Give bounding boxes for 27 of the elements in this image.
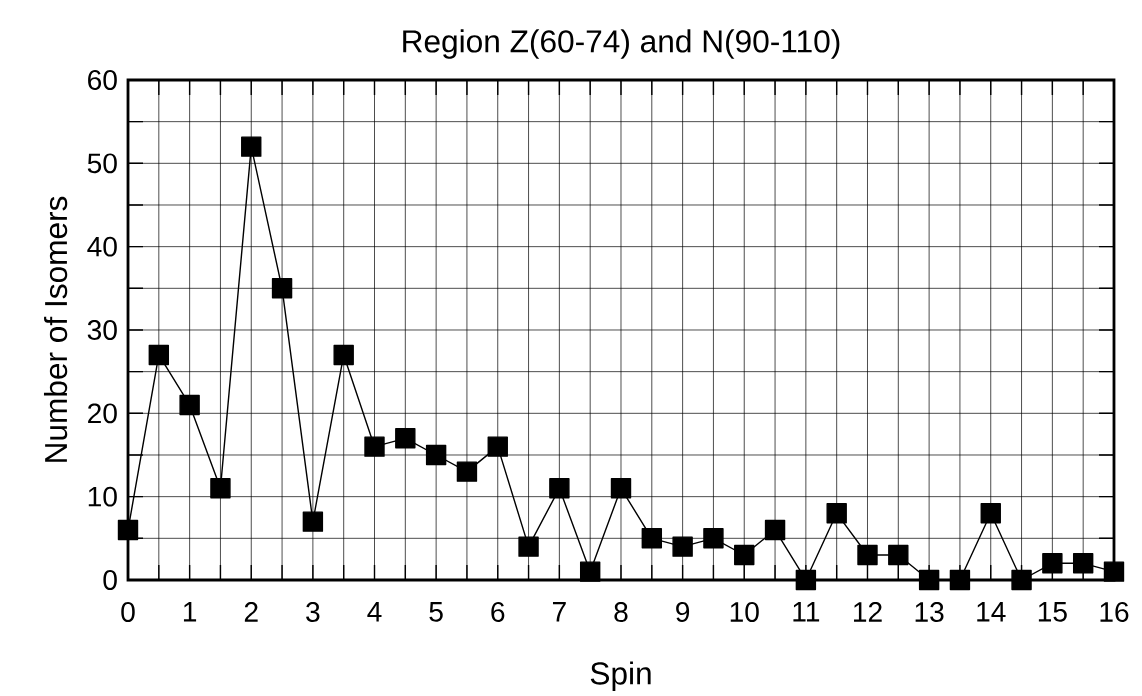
chart-title: Region Z(60-74) and N(90-110) bbox=[403, 29, 840, 59]
x-tick-label: 8 bbox=[614, 602, 628, 622]
x-tick-label: 0 bbox=[121, 602, 135, 622]
y-axis-title: Number of Isomers bbox=[43, 196, 68, 462]
x-tick-label: 7 bbox=[552, 602, 566, 622]
x-tick-label: 10 bbox=[730, 602, 759, 622]
y-tick-label: 10 bbox=[88, 486, 117, 507]
x-tick-label: 2 bbox=[244, 602, 258, 622]
y-tick-label: 30 bbox=[87, 320, 117, 340]
x-tick-label: 4 bbox=[367, 602, 382, 622]
x-tick-label: 6 bbox=[491, 602, 505, 622]
y-tick-label: 20 bbox=[88, 403, 117, 424]
y-tick-label: 0 bbox=[103, 570, 117, 590]
x-tick-label: 5 bbox=[429, 602, 443, 622]
x-tick-label: 11 bbox=[793, 602, 820, 622]
x-tick-label: 1 bbox=[183, 602, 197, 622]
x-tick-label: 16 bbox=[1100, 602, 1129, 622]
x-tick-label: 15 bbox=[1038, 602, 1067, 622]
x-tick-label: 13 bbox=[915, 602, 944, 622]
x-tick-label: 12 bbox=[854, 602, 882, 622]
x-tick-label: 14 bbox=[977, 602, 1006, 622]
x-tick-label: 3 bbox=[306, 602, 320, 622]
y-tick-label: 60 bbox=[88, 70, 117, 90]
y-tick-label: 40 bbox=[87, 236, 117, 257]
x-tick-label: 9 bbox=[676, 602, 690, 622]
y-tick-label: 50 bbox=[87, 153, 117, 174]
x-axis-title: Spin bbox=[590, 661, 651, 691]
